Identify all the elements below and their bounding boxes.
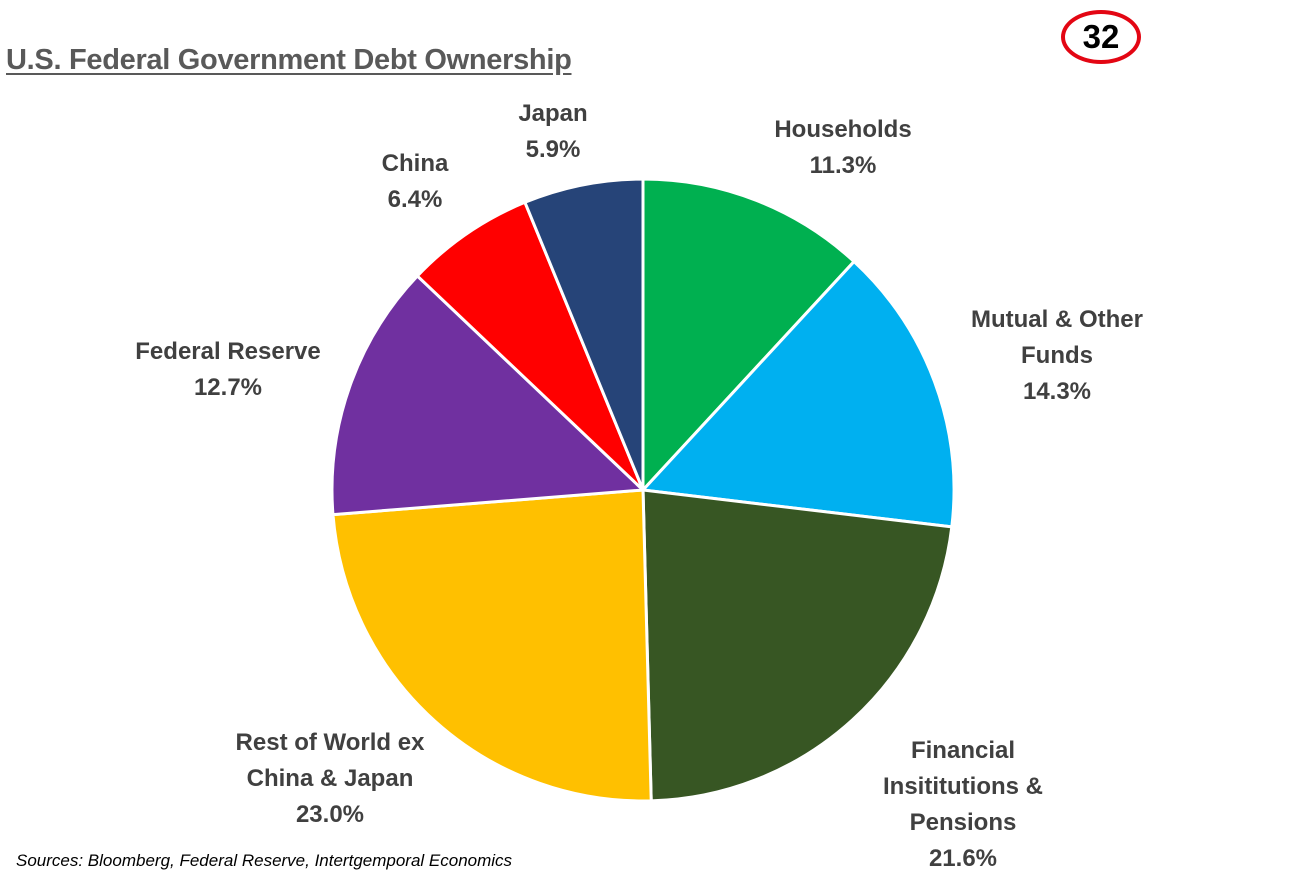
pie-slice-rest-of-world — [331, 488, 653, 803]
slice-label-text: Funds — [1021, 342, 1093, 369]
page-number-badge: 32 — [1061, 10, 1141, 64]
slice-label-text: Households — [774, 116, 912, 143]
pie-slice-financial-institutions — [641, 488, 954, 803]
slice-value: 21.6% — [928, 845, 998, 872]
slice-label-rest-of-world: Rest of World ex China & Japan 23.0% — [236, 725, 425, 833]
slice-label-text: Financial — [910, 737, 1016, 764]
slice-value: 14.3% — [1022, 378, 1092, 405]
slice-label-federal-reserve: Federal Reserve 12.7% — [135, 334, 320, 406]
pie-slice-mutual-funds — [641, 260, 956, 529]
slice-label-financial-institutions: Financial Insititutions & Pensions 21.6% — [883, 733, 1043, 877]
page-number: 32 — [1082, 18, 1120, 55]
slice-value: 23.0% — [295, 801, 365, 828]
chart-title: U.S. Federal Government Debt Ownership — [6, 44, 572, 76]
slice-value: 12.7% — [193, 374, 263, 401]
pie-slice-china — [415, 200, 645, 492]
pie-slice-japan — [523, 177, 645, 492]
slice-label-text: Federal Reserve — [135, 338, 321, 365]
slice-label-text: Insititutions & — [883, 773, 1043, 800]
slice-label-text: Japan — [518, 100, 588, 127]
slice-value: 11.3% — [809, 152, 877, 179]
slice-label-households: Households 11.3% — [774, 112, 911, 184]
slice-label-text: China & Japan — [246, 765, 414, 792]
pie-slice-households — [641, 177, 856, 492]
slice-label-china: China 6.4% — [382, 146, 449, 218]
slice-value: 6.4% — [387, 186, 443, 213]
slice-label-text: Mutual & Other — [971, 306, 1143, 333]
pie-slice-federal-reserve — [330, 274, 645, 517]
slice-label-text: Rest of World ex — [235, 729, 425, 756]
slice-label-text: Pensions — [909, 809, 1017, 836]
slice-label-japan: Japan 5.9% — [518, 96, 587, 168]
source-note: Sources: Bloomberg, Federal Reserve, Int… — [16, 851, 513, 870]
slice-value: 5.9% — [525, 136, 581, 163]
slice-label-mutual-funds: Mutual & Other Funds 14.3% — [971, 302, 1143, 410]
slice-label-text: China — [381, 150, 449, 177]
